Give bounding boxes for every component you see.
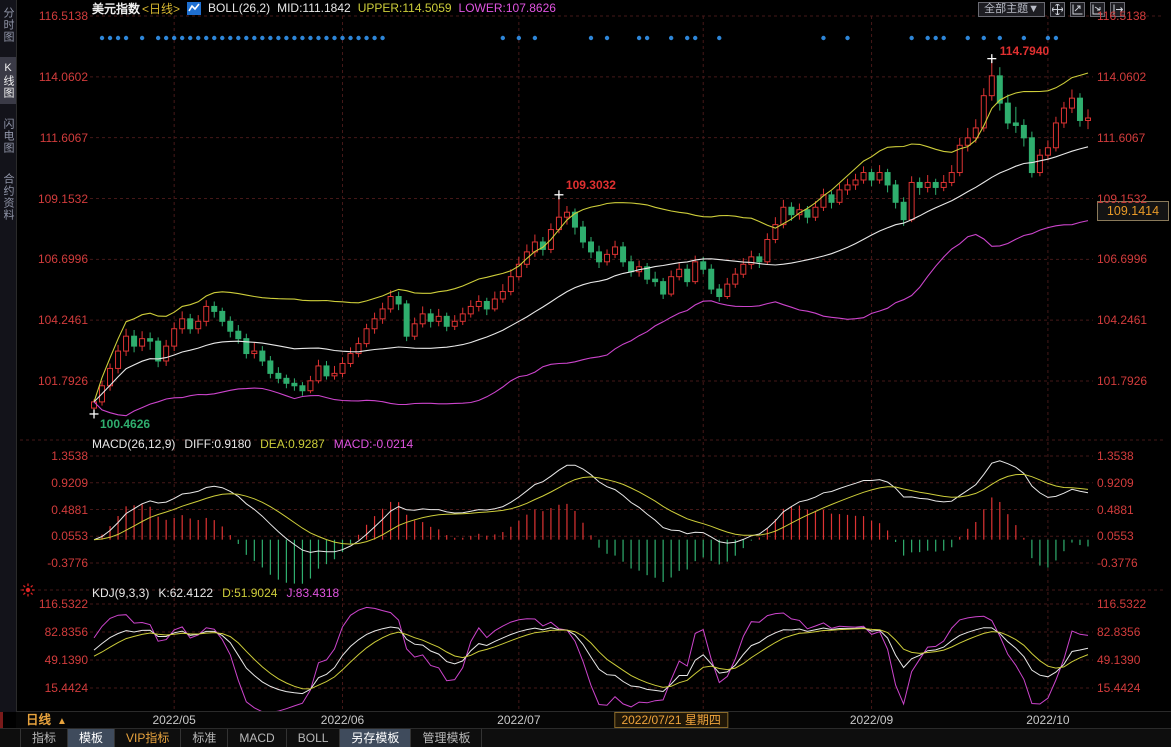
theme-select-button[interactable]: 全部主题▼ — [978, 2, 1045, 17]
kdj-d-value: D:51.9024 — [222, 586, 278, 600]
y-axis-label-left: 116.5322 — [38, 597, 88, 611]
zoom-y-axis-icon[interactable] — [1090, 2, 1105, 17]
y-axis-label-left: 0.0553 — [51, 529, 88, 544]
y-axis-label-right: 0.9209 — [1097, 475, 1134, 490]
y-axis-label-right: 82.8356 — [1097, 625, 1141, 639]
symbol-name: 美元指数 — [92, 1, 141, 16]
y-axis-label-right: 0.0553 — [1097, 529, 1134, 544]
y-axis-label-left: 82.8356 — [44, 625, 88, 639]
chart-header: 美元指数 <日线> BOLL(26,2) MID:111.1842 UPPER:1… — [92, 1, 556, 16]
y-axis-label-left: 0.9209 — [51, 475, 88, 490]
period-tag: <日线> — [142, 1, 181, 16]
period-selector[interactable]: 日线 ▲ — [26, 712, 67, 728]
y-axis-label-left: 1.3538 — [51, 449, 88, 463]
macd-title: MACD(26,12,9) — [92, 437, 176, 451]
y-axis-label-left: 106.6996 — [37, 252, 88, 267]
tab-boll[interactable]: BOLL — [287, 729, 341, 747]
y-axis-label-right: 49.1390 — [1097, 653, 1141, 667]
time-tick: 2022/07 — [497, 713, 541, 727]
time-tick: 2022/09 — [849, 713, 894, 727]
tab-standard[interactable]: 标准 — [181, 729, 229, 747]
tab-template[interactable]: 模板 — [68, 729, 116, 747]
bottom-tabs: 指标 模板 VIP指标 标准 MACD BOLL 另存模板 管理模板 — [0, 728, 1171, 747]
crosshair-price-badge: 109.1414 — [1097, 201, 1169, 221]
tab-vip-indicator[interactable]: VIP指标 — [115, 729, 182, 747]
pan-icon[interactable] — [1050, 2, 1065, 17]
y-axis-label-left: 101.7926 — [37, 374, 88, 388]
y-axis-label-right: 1.3538 — [1097, 449, 1134, 463]
y-axis-label-right: 0.4881 — [1097, 502, 1134, 517]
zoom-x-axis-icon[interactable] — [1070, 2, 1085, 17]
exit-pane-icon[interactable] — [1110, 2, 1125, 17]
time-tick: 2022/06 — [320, 713, 365, 727]
y-axis-label-right: 116.5322 — [1097, 597, 1147, 611]
kdj-k-value: K:62.4122 — [158, 586, 214, 600]
y-axis-label-right: 15.4424 — [1097, 681, 1141, 695]
y-axis-label-right: 111.6067 — [1097, 130, 1146, 145]
kdj-title: KDJ(9,3,3) — [92, 586, 150, 600]
boll-lower-value: LOWER:107.8626 — [458, 1, 556, 15]
sidebar-item-contract-info[interactable]: 合约资料 — [2, 173, 14, 221]
toolbar: 全部主题▼ — [978, 2, 1125, 17]
boll-label: BOLL(26,2) — [208, 1, 271, 15]
sidebar-item-flash-chart[interactable]: 闪电图 — [2, 118, 14, 154]
y-axis-label-right: 106.6996 — [1097, 252, 1148, 267]
y-axis-label-left: 15.4424 — [44, 681, 88, 695]
y-axis-label-left: 116.5138 — [38, 9, 88, 23]
y-axis-label-left: 114.0602 — [38, 69, 88, 84]
kdj-header: KDJ(9,3,3) K:62.4122 D:51.9024 J:83.4318 — [92, 586, 339, 600]
tab-manage-template[interactable]: 管理模板 — [411, 729, 483, 747]
low-annotation: 100.4626 — [100, 416, 151, 431]
y-axis-label-left: 109.1532 — [37, 191, 88, 206]
macd-bar-value: MACD:-0.0214 — [333, 437, 414, 451]
crosshair-date-badge: 2022/07/21 星期四 — [614, 712, 728, 728]
indicator-icon — [187, 1, 202, 15]
alert-flash-icon[interactable] — [21, 583, 35, 597]
sidebar-item-kline-chart[interactable]: K线图 — [0, 57, 16, 104]
y-axis-label-left: 111.6067 — [39, 130, 88, 145]
y-axis-label-right: 109.1532 — [1097, 191, 1148, 206]
y-axis-label-right: 114.0602 — [1097, 69, 1147, 84]
tab-macd[interactable]: MACD — [228, 729, 287, 747]
period-label: 日线 — [26, 713, 52, 727]
sidebar-item-time-chart[interactable]: 分时图 — [2, 7, 14, 43]
macd-header: MACD(26,12,9) DIFF:0.9180 DEA:0.9287 MAC… — [92, 437, 413, 451]
time-axis: 日线 ▲ 2022/05 2022/06 2022/07 2022/09 2022/10 2… — [16, 712, 1171, 728]
y-axis-label-left: 49.1390 — [44, 653, 88, 667]
tab-indicator[interactable]: 指标 — [20, 729, 69, 747]
y-axis-label-left: 0.4881 — [51, 502, 88, 517]
mid-high-annotation: 109.3032 — [565, 177, 616, 192]
tab-save-as-template[interactable]: 另存模板 — [340, 729, 412, 747]
high-annotation: 114.7940 — [999, 43, 1050, 58]
y-axis-label-right: -0.3776 — [1097, 556, 1138, 570]
time-tick: 2022/10 — [1026, 713, 1070, 727]
macd-diff-value: DIFF:0.9180 — [184, 437, 252, 451]
y-axis-label-left: -0.3776 — [47, 556, 88, 570]
boll-mid-value: MID:111.1842 — [277, 1, 351, 15]
boll-upper-value: UPPER:114.5059 — [357, 1, 452, 15]
kdj-j-value: J:83.4318 — [286, 586, 340, 600]
sidebar: 分时图 K线图闪电图合约资料 — [0, 0, 17, 712]
time-tick: 2022/05 — [152, 713, 196, 727]
y-axis-label-right: 116.5138 — [1097, 9, 1147, 23]
macd-dea-value: DEA:0.9287 — [260, 437, 325, 451]
y-axis-label-left: 104.2461 — [37, 313, 88, 328]
y-axis-label-right: 101.7926 — [1097, 374, 1148, 388]
period-arrow-icon: ▲ — [57, 716, 67, 727]
y-axis-label-right: 104.2461 — [1097, 313, 1148, 328]
